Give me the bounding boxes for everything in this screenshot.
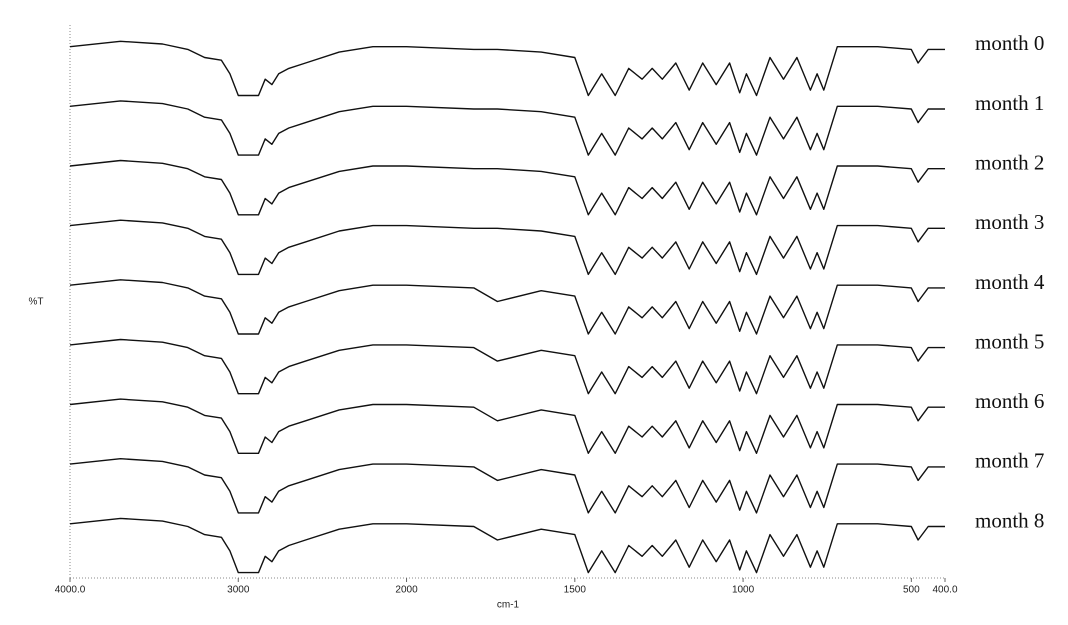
spectrum-line bbox=[69, 458, 945, 514]
spectrum-line bbox=[69, 159, 945, 216]
x-tick-label: 1500 bbox=[564, 584, 587, 595]
x-tick-label: 500 bbox=[903, 584, 920, 595]
spectrum-line bbox=[69, 338, 945, 395]
x-tick-label: 2000 bbox=[395, 584, 418, 595]
x-axis-label: cm-1 bbox=[497, 599, 520, 610]
series-label: month 4 bbox=[975, 270, 1045, 294]
x-tick-label: 3000 bbox=[227, 584, 250, 595]
series-label: month 0 bbox=[975, 31, 1044, 55]
series-label: month 8 bbox=[975, 508, 1044, 532]
x-tick-label: 4000.0 bbox=[55, 584, 86, 595]
series-label: month 3 bbox=[975, 210, 1044, 234]
spectrum-line bbox=[69, 517, 945, 574]
spectrum-line bbox=[69, 40, 945, 97]
series-label: month 5 bbox=[975, 329, 1044, 353]
spectrum-line bbox=[69, 100, 945, 156]
series-label: month 2 bbox=[975, 150, 1044, 174]
series-label: month 1 bbox=[975, 91, 1044, 115]
spectrum-line bbox=[69, 398, 945, 454]
x-tick-label: 400.0 bbox=[932, 584, 957, 595]
y-axis-label: %T bbox=[29, 297, 44, 308]
series-label: month 6 bbox=[975, 389, 1044, 413]
spectrum-line bbox=[69, 279, 945, 335]
series-label: month 7 bbox=[975, 449, 1044, 473]
spectrum-line bbox=[69, 219, 945, 276]
x-tick-label: 1000 bbox=[732, 584, 755, 595]
